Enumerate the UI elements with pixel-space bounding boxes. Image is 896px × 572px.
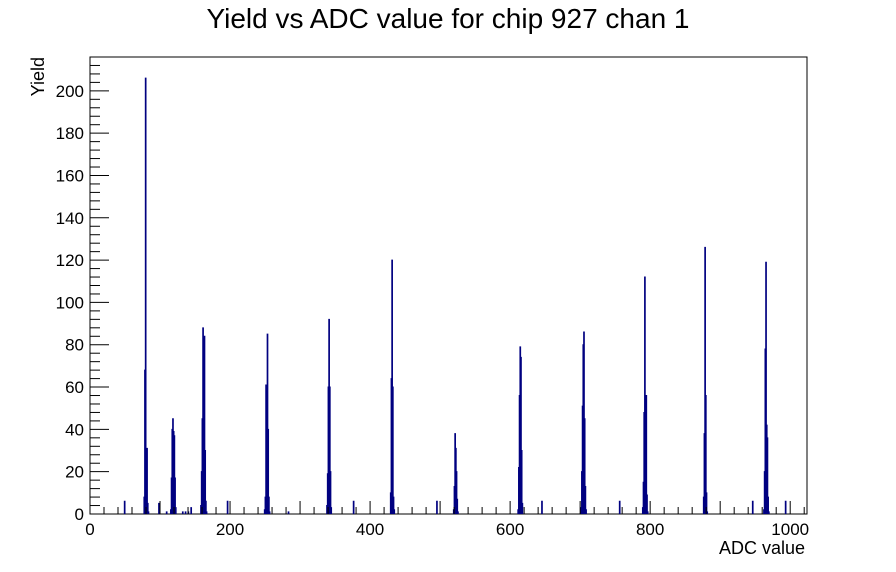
histogram-bin xyxy=(585,509,587,514)
histogram-bin xyxy=(751,500,754,514)
histogram-bin xyxy=(190,507,193,514)
x-tick-label: 0 xyxy=(85,520,94,539)
histogram-bin xyxy=(436,500,438,514)
histogram-bin xyxy=(784,500,787,514)
histogram-bin xyxy=(541,500,543,514)
histogram-bin xyxy=(767,511,770,514)
histogram-bin xyxy=(706,511,709,514)
histogram-bin xyxy=(456,498,459,514)
y-tick-label: 60 xyxy=(65,378,84,397)
y-tick-label: 180 xyxy=(56,124,84,143)
histogram-bin xyxy=(455,471,458,514)
histogram-bin xyxy=(392,496,395,514)
x-axis: 0 200 400 600 800 1000 xyxy=(85,501,809,539)
histogram-bin xyxy=(226,500,229,514)
histogram-bin xyxy=(457,511,459,514)
histogram-bin xyxy=(158,502,160,514)
histogram-bin xyxy=(521,502,524,514)
y-tick-label: 0 xyxy=(75,505,84,524)
histogram-bin xyxy=(646,511,649,514)
y-tick-label: 40 xyxy=(65,420,84,439)
histogram-bin xyxy=(267,428,270,514)
y-axis: 0 20 40 60 80 100 120 140 160 180 200 xyxy=(56,56,109,524)
x-tick-label: 800 xyxy=(636,520,664,539)
histogram-bin xyxy=(520,450,523,514)
y-axis-title: Yield xyxy=(28,57,48,96)
chart-title: Yield vs ADC value for chip 927 chan 1 xyxy=(206,3,689,34)
y-tick-label: 120 xyxy=(56,251,84,270)
histogram-bin xyxy=(268,496,270,514)
y-tick-label: 20 xyxy=(65,463,84,482)
y-tick-label: 200 xyxy=(56,82,84,101)
histogram-bin xyxy=(205,511,208,514)
histogram-bin xyxy=(287,511,290,514)
histogram-bin xyxy=(146,502,149,514)
histogram-bin xyxy=(147,511,150,514)
histogram-bin xyxy=(184,511,187,514)
y-tick-label: 100 xyxy=(56,293,84,312)
histogram-bin xyxy=(203,335,206,514)
histogram-bin xyxy=(765,261,767,514)
histogram-bin xyxy=(330,507,333,514)
histogram-bin xyxy=(352,500,355,514)
histogram-bin xyxy=(644,276,646,514)
histogram-bin xyxy=(204,450,207,514)
histogram-bin xyxy=(174,507,177,514)
histogram-bin xyxy=(705,492,708,514)
histogram-bin xyxy=(766,437,769,514)
histogram-bin xyxy=(181,511,184,514)
histogram-bin xyxy=(266,333,269,514)
y-tick-label: 140 xyxy=(56,209,84,228)
histogram-bin xyxy=(520,356,522,514)
histogram-bin xyxy=(174,477,176,514)
x-tick-label: 1000 xyxy=(771,520,809,539)
histogram-bin xyxy=(165,511,168,514)
histogram-bars xyxy=(123,77,787,514)
histogram-bin xyxy=(144,77,147,514)
histogram-bin xyxy=(393,509,396,514)
histogram-bin xyxy=(173,435,176,514)
x-tick-label: 400 xyxy=(356,520,384,539)
y-tick-label: 80 xyxy=(65,336,84,355)
histogram-bin xyxy=(268,511,271,514)
histogram-bin xyxy=(584,485,587,514)
histogram-bin xyxy=(391,386,394,514)
histogram-bin xyxy=(646,494,648,514)
histogram-bin xyxy=(583,418,586,514)
y-tick-label: 160 xyxy=(56,166,84,185)
histogram-bin xyxy=(205,500,207,514)
histogram-bin xyxy=(123,500,126,514)
histogram-bin xyxy=(704,246,706,514)
histogram-bin xyxy=(618,500,621,514)
histogram-bin xyxy=(146,447,148,514)
histogram-bin xyxy=(329,471,332,514)
x-tick-label: 600 xyxy=(496,520,524,539)
histogram-bin xyxy=(328,386,331,514)
histogram-bin xyxy=(645,395,648,514)
x-tick-label: 200 xyxy=(216,520,244,539)
histogram-bin xyxy=(767,496,769,514)
histogram-bin xyxy=(704,395,707,514)
x-axis-title: ADC value xyxy=(719,538,805,558)
